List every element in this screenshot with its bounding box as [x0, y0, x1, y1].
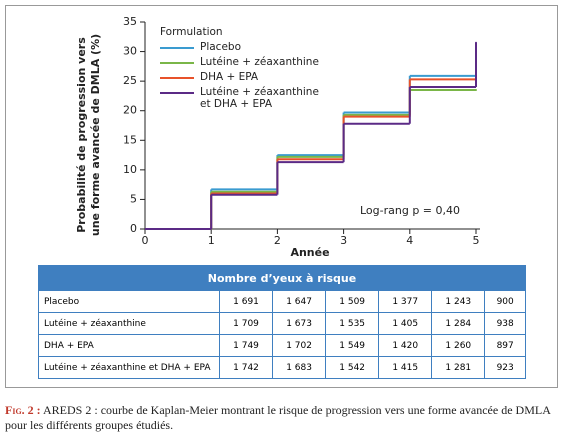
x-tick-label: 5 [473, 234, 480, 247]
x-tick-label: 3 [340, 234, 347, 247]
x-tick-label: 1 [208, 234, 215, 247]
table-cell: 1 647 [272, 290, 327, 313]
x-axis-label: Année [290, 246, 329, 259]
legend-label: Lutéine + zéaxanthine et DHA + EPA [200, 86, 319, 110]
table-cell: 1 509 [325, 290, 380, 313]
legend-label: Placebo [200, 41, 242, 53]
table-cell: 1 535 [325, 312, 380, 335]
chart: Probabilité de progression vers une form… [75, 15, 480, 259]
table-cell: 1 742 [218, 356, 274, 379]
table-row: Placebo 1 691 1 647 1 509 1 377 1 243 900 [38, 290, 526, 313]
table-cell: 1 281 [431, 356, 486, 379]
x-tick-label: 4 [406, 234, 413, 247]
table-cell: 1 260 [431, 334, 486, 357]
table-cell: 1 405 [378, 312, 433, 335]
row-label: Lutéine + zéaxanthine et DHA + EPA [38, 356, 220, 379]
table-cell: 1 709 [218, 312, 274, 335]
y-tick-label: 35 [123, 15, 137, 28]
legend-item: Lutéine + zéaxanthine [160, 56, 320, 68]
table-cell: 1 749 [218, 334, 274, 357]
table-cell: 1 420 [378, 334, 433, 357]
y-tick-label: 0 [130, 222, 137, 235]
caption-label: Fig. 2 : [5, 403, 41, 417]
row-label: Lutéine + zéaxanthine [38, 312, 220, 335]
table-cell: 938 [484, 312, 526, 335]
legend-swatch [160, 92, 194, 94]
legend-item: DHA + EPA [160, 71, 320, 83]
legend-swatch [160, 77, 194, 79]
caption-text: AREDS 2 : courbe de Kaplan-Meier montran… [5, 403, 551, 432]
table-cell: 923 [484, 356, 526, 379]
y-tick-label: 5 [130, 192, 137, 205]
row-label: DHA + EPA [38, 334, 220, 357]
table-cell: 1 683 [272, 356, 327, 379]
table-row: DHA + EPA 1 749 1 702 1 549 1 420 1 260 897 [38, 334, 526, 357]
step-end [475, 41, 477, 44]
table-cell: 1 243 [431, 290, 486, 313]
table-cell: 897 [484, 334, 526, 357]
y-tick-label: 25 [123, 74, 137, 87]
y-tick-label: 10 [123, 163, 137, 176]
legend-label: Lutéine + zéaxanthine [200, 56, 319, 68]
table-cell: 900 [484, 290, 526, 313]
y-tick-label: 30 [123, 45, 137, 58]
legend: Formulation Placebo Lutéine + zéaxanthine… [160, 26, 320, 110]
legend-swatch [160, 47, 194, 49]
x-tick-label: 0 [142, 234, 149, 247]
table-cell: 1 415 [378, 356, 433, 379]
table-cell: 1 284 [431, 312, 486, 335]
y-tick-label: 15 [123, 133, 137, 146]
legend-item: Lutéine + zéaxanthine et DHA + EPA [160, 86, 320, 110]
legend-label: DHA + EPA [200, 71, 259, 83]
risk-table: Nombre d’yeux à risque Placebo 1 691 1 647… [38, 265, 526, 379]
table-cell: 1 542 [325, 356, 380, 379]
table-cell: 1 673 [272, 312, 327, 335]
legend-item: Placebo [160, 41, 320, 53]
y-axis-label: une forme avancée de DMLA (%) [89, 34, 102, 236]
table-cell: 1 691 [218, 290, 274, 313]
legend-title: Formulation [160, 26, 223, 38]
legend-swatch [160, 62, 194, 64]
table-title: Nombre d’yeux à risque [38, 265, 526, 291]
table-cell: 1 377 [378, 290, 433, 313]
caption: Fig. 2 : AREDS 2 : courbe de Kaplan-Meie… [5, 403, 560, 433]
table-row: Lutéine + zéaxanthine et DHA + EPA 1 742 1… [38, 356, 526, 379]
table-cell: 1 702 [272, 334, 327, 357]
table-cell: 1 549 [325, 334, 380, 357]
y-axis-label: Probabilité de progression vers [75, 37, 88, 233]
x-tick-label: 2 [274, 234, 281, 247]
table-row: Lutéine + zéaxanthine 1 709 1 673 1 535 1 40… [38, 312, 526, 335]
figure-frame [5, 5, 558, 388]
y-tick-label: 20 [123, 104, 137, 117]
row-label: Placebo [38, 290, 220, 313]
annotation: Log-rang p = 0,40 [360, 204, 460, 217]
step-end [475, 89, 477, 92]
